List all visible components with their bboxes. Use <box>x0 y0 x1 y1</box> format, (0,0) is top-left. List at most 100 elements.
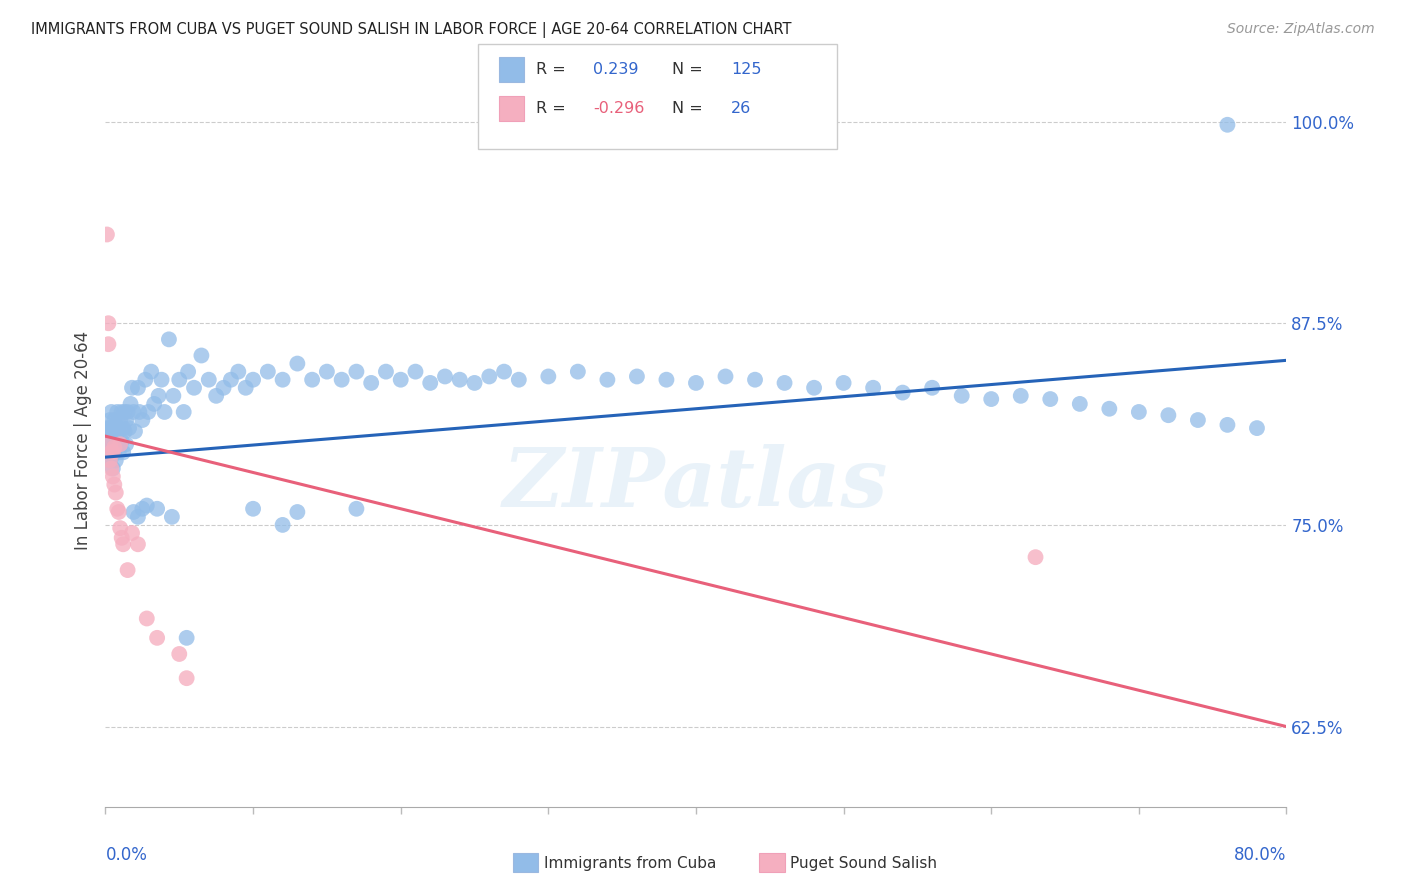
Point <box>891 385 914 400</box>
Point <box>655 373 678 387</box>
Point <box>228 365 250 379</box>
Point <box>110 437 132 451</box>
Point <box>114 405 136 419</box>
Point <box>105 437 128 451</box>
Point <box>744 373 766 387</box>
Point <box>169 373 191 387</box>
Point <box>111 434 134 448</box>
Point <box>832 376 855 390</box>
Point <box>107 445 129 459</box>
Point <box>118 421 141 435</box>
Point <box>110 413 132 427</box>
Point <box>157 332 180 346</box>
Point <box>101 469 124 483</box>
Point <box>921 381 943 395</box>
Point <box>346 501 368 516</box>
Point <box>205 389 228 403</box>
Point <box>104 485 127 500</box>
Point <box>1039 392 1062 406</box>
Point <box>1010 389 1032 403</box>
Point <box>103 477 125 491</box>
Text: R =: R = <box>536 102 565 116</box>
Point <box>101 421 124 435</box>
Point <box>114 425 136 439</box>
Point <box>405 365 427 379</box>
Point <box>626 369 648 384</box>
Point <box>97 429 120 443</box>
Text: R =: R = <box>536 62 565 77</box>
Text: Puget Sound Salish: Puget Sound Salish <box>790 856 938 871</box>
Point <box>374 365 398 379</box>
Point <box>100 437 122 451</box>
Point <box>127 509 149 524</box>
Point <box>242 501 264 516</box>
Point <box>105 421 128 435</box>
Point <box>103 413 125 427</box>
Point <box>104 453 127 467</box>
Point <box>1157 408 1180 422</box>
Text: 0.239: 0.239 <box>593 62 638 77</box>
Point <box>146 501 169 516</box>
Point <box>110 437 132 451</box>
Point <box>176 631 198 645</box>
Point <box>1216 417 1239 432</box>
Point <box>190 349 212 363</box>
Point <box>235 381 257 395</box>
Point <box>177 365 200 379</box>
Point <box>980 392 1002 406</box>
Point <box>117 405 139 419</box>
Text: 0.0%: 0.0% <box>105 847 148 864</box>
Point <box>464 376 486 390</box>
Point <box>1128 405 1150 419</box>
Point <box>98 421 121 435</box>
Text: 125: 125 <box>731 62 762 77</box>
Text: ZIPatlas: ZIPatlas <box>503 444 889 524</box>
Point <box>98 445 121 459</box>
Text: Immigrants from Cuba: Immigrants from Cuba <box>544 856 717 871</box>
Point <box>100 450 122 464</box>
Point <box>98 437 121 451</box>
Point <box>121 381 143 395</box>
Point <box>97 425 120 439</box>
Point <box>197 373 219 387</box>
Point <box>97 450 120 464</box>
Point <box>141 365 163 379</box>
Point <box>101 461 124 475</box>
Point <box>111 405 134 419</box>
Text: IMMIGRANTS FROM CUBA VS PUGET SOUND SALISH IN LABOR FORCE | AGE 20-64 CORRELATIO: IMMIGRANTS FROM CUBA VS PUGET SOUND SALI… <box>31 22 792 38</box>
Point <box>105 405 128 419</box>
Point <box>111 531 134 545</box>
Point <box>1069 397 1091 411</box>
Point <box>98 453 121 467</box>
Point <box>478 369 501 384</box>
Point <box>96 437 118 451</box>
Point <box>346 365 368 379</box>
Point <box>1246 421 1268 435</box>
Point <box>1024 550 1046 565</box>
Point <box>103 445 125 459</box>
Point <box>330 373 353 387</box>
Point <box>219 373 242 387</box>
Point <box>100 405 122 419</box>
Point <box>98 434 121 448</box>
Point <box>153 405 176 419</box>
Point <box>101 437 124 451</box>
Point <box>100 461 122 475</box>
Text: N =: N = <box>672 62 703 77</box>
Point <box>121 526 143 541</box>
Point <box>100 445 122 459</box>
Text: -0.296: -0.296 <box>593 102 645 116</box>
Point <box>1187 413 1209 427</box>
Point <box>150 373 173 387</box>
Point <box>97 337 120 351</box>
Point <box>105 501 128 516</box>
Point <box>862 381 884 395</box>
Point <box>96 445 118 459</box>
Point <box>173 405 195 419</box>
Point <box>122 505 145 519</box>
Point <box>112 445 135 459</box>
Point <box>115 413 138 427</box>
Point <box>131 501 153 516</box>
Point <box>1216 118 1239 132</box>
Point <box>134 373 156 387</box>
